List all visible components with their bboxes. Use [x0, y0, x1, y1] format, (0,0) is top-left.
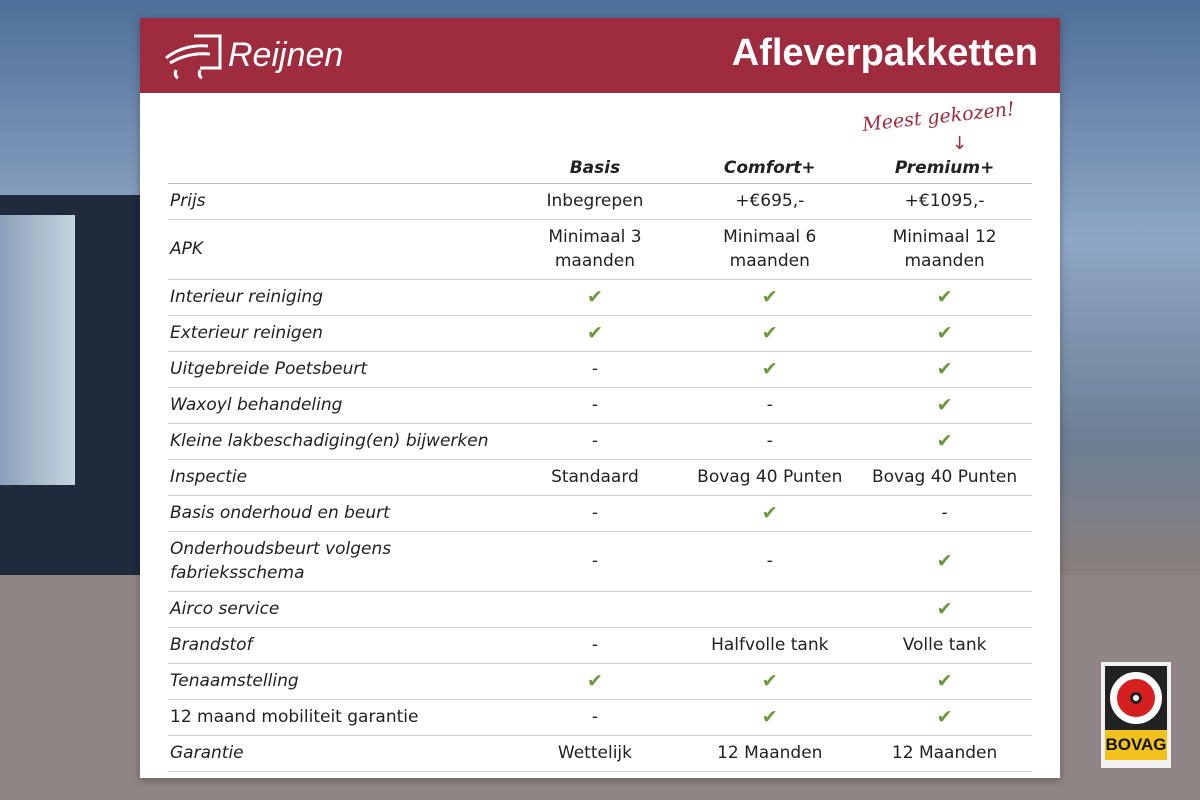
comparison-table: Basis Comfort+ Premium+ Prijs Inbegrepen +…	[168, 153, 1032, 772]
cell-value: -	[507, 531, 683, 592]
table-row: Exterieur reinigen ✔ ✔ ✔	[168, 315, 1032, 352]
row-label: Onderhoudsbeurt volgens fabrieksschema	[168, 531, 508, 592]
column-premium: Premium+	[857, 153, 1032, 184]
cell-value: +€695,-	[682, 183, 858, 220]
row-label: Tenaamstelling	[168, 663, 508, 700]
cell-value: -	[507, 699, 683, 736]
check-icon: ✔	[507, 315, 683, 352]
row-label: Waxoyl behandeling	[168, 387, 508, 424]
check-icon: ✔	[507, 279, 683, 316]
table-row: Prijs Inbegrepen +€695,- +€1095,-	[168, 183, 1032, 220]
check-icon: ✔	[682, 663, 858, 700]
row-label: Brandstof	[168, 627, 508, 664]
cell-value: Minimaal 12 maanden	[857, 219, 1032, 280]
background-building	[0, 195, 140, 575]
row-label: Interieur reiniging	[168, 279, 508, 316]
cell-value: Minimaal 3 maanden	[507, 219, 683, 280]
check-icon: ✔	[857, 387, 1032, 424]
logo-text: Reijnen	[228, 35, 344, 74]
check-icon: ✔	[857, 279, 1032, 316]
table-row: Brandstof - Halfvolle tank Volle tank	[168, 627, 1032, 664]
row-label: Airco service	[168, 591, 508, 628]
check-icon: ✔	[682, 315, 858, 352]
cell-value	[507, 591, 683, 628]
cell-value: -	[682, 387, 858, 424]
cell-value: Halfvolle tank	[682, 627, 858, 664]
cell-value: -	[682, 423, 858, 460]
reijnen-logo: Reijnen	[164, 30, 343, 80]
check-icon: ✔	[857, 591, 1032, 628]
table-row: Basis onderhoud en beurt - ✔ -	[168, 495, 1032, 532]
cell-value: -	[507, 627, 683, 664]
cell-value: Standaard	[507, 459, 683, 496]
cell-value	[682, 591, 858, 628]
cell-value: -	[507, 423, 683, 460]
cell-value: -	[507, 351, 683, 388]
header-empty	[168, 153, 508, 184]
table-row: Airco service ✔	[168, 591, 1032, 628]
table-row: 12 maand mobiliteit garantie - ✔ ✔	[168, 699, 1032, 736]
car-logo-icon	[165, 34, 222, 80]
row-label: Prijs	[168, 183, 508, 220]
cell-value: 12 Maanden	[857, 735, 1032, 772]
table-row: Onderhoudsbeurt volgens fabrieksschema - -…	[168, 531, 1032, 592]
cell-value: Bovag 40 Punten	[857, 459, 1032, 496]
check-icon: ✔	[682, 495, 858, 532]
table-row: Uitgebreide Poetsbeurt - ✔ ✔	[168, 351, 1032, 388]
check-icon: ✔	[507, 663, 683, 700]
check-icon: ✔	[682, 699, 858, 736]
cell-value: -	[507, 387, 683, 424]
column-basis: Basis	[507, 153, 683, 184]
cell-value: Inbegrepen	[507, 183, 683, 220]
row-label: Basis onderhoud en beurt	[168, 495, 508, 532]
check-icon: ✔	[857, 699, 1032, 736]
row-label: APK	[168, 219, 508, 280]
bovag-logo: BOVAG	[1101, 662, 1171, 768]
package-card: Reijnen Afleverpakketten Meest gekozen! …	[140, 18, 1060, 778]
check-icon: ✔	[857, 423, 1032, 460]
cell-value: Volle tank	[857, 627, 1032, 664]
table-row: Tenaamstelling ✔ ✔ ✔	[168, 663, 1032, 700]
row-label: Exterieur reinigen	[168, 315, 508, 352]
table-header-row: Basis Comfort+ Premium+	[168, 153, 1032, 184]
check-icon: ✔	[857, 315, 1032, 352]
row-label: Garantie	[168, 735, 508, 772]
most-chosen-note: Meest gekozen!	[861, 98, 1016, 136]
table-row: APK Minimaal 3 maanden Minimaal 6 maanden M…	[168, 219, 1032, 280]
cell-value: Wettelijk	[507, 735, 683, 772]
check-icon: ✔	[857, 663, 1032, 700]
table-row: Inspectie Standaard Bovag 40 Punten Bovag 4…	[168, 459, 1032, 496]
header-band: Reijnen Afleverpakketten	[140, 18, 1060, 93]
check-icon: ✔	[682, 351, 858, 388]
row-label: Uitgebreide Poetsbeurt	[168, 351, 508, 388]
column-comfort: Comfort+	[682, 153, 858, 184]
cell-value: Bovag 40 Punten	[682, 459, 858, 496]
cell-value: -	[857, 495, 1032, 532]
cell-value: -	[682, 531, 858, 592]
check-icon: ✔	[857, 531, 1032, 592]
check-icon: ✔	[682, 279, 858, 316]
table-row: Waxoyl behandeling - - ✔	[168, 387, 1032, 424]
cell-value: 12 Maanden	[682, 735, 858, 772]
row-label: Kleine lakbeschadiging(en) bijwerken	[168, 423, 508, 460]
table-row: Garantie Wettelijk 12 Maanden 12 Maanden	[168, 735, 1032, 772]
cell-value: Minimaal 6 maanden	[682, 219, 858, 280]
row-label: Inspectie	[168, 459, 508, 496]
table-row: Interieur reiniging ✔ ✔ ✔	[168, 279, 1032, 316]
page-title: Afleverpakketten	[731, 32, 1038, 74]
cell-value: +€1095,-	[857, 183, 1032, 220]
row-label: 12 maand mobiliteit garantie	[168, 699, 508, 736]
check-icon: ✔	[857, 351, 1032, 388]
arrow-down-icon: ↓	[952, 133, 968, 154]
cell-value: -	[507, 495, 683, 532]
table-row: Kleine lakbeschadiging(en) bijwerken - - ✔	[168, 423, 1032, 460]
